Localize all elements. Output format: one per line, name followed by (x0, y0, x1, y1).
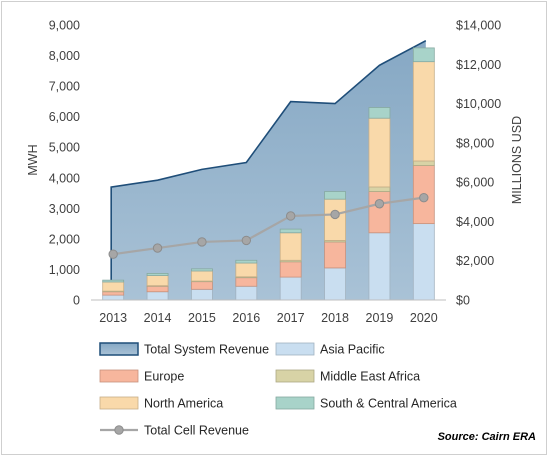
legend-swatch-south-and-central-america (275, 396, 315, 410)
y-right-tick-label: $2,000 (456, 254, 494, 268)
legend-label-asia-pacific: Asia Pacific (320, 343, 385, 357)
legend-swatch-europe (99, 369, 139, 383)
x-tick-label: 2018 (321, 311, 349, 325)
bar-north-america-2014 (146, 275, 169, 287)
y-right-tick-label: $14,000 (456, 19, 501, 33)
legend-swatch-total-system-revenue (99, 342, 139, 356)
legend-label-total-cell-revenue: Total Cell Revenue (144, 424, 249, 438)
bar-europe-2013 (102, 291, 125, 296)
bar-asia-pacific-2017 (279, 276, 302, 301)
bar-asia-pacific-2018 (324, 267, 346, 301)
legend-label-total-system-revenue: Total System Revenue (144, 343, 269, 357)
y-left-tick-label: 7,000 (49, 80, 80, 94)
point-total-cell-revenue-2015 (197, 237, 207, 247)
x-tick-label: 2020 (410, 311, 438, 325)
bar-europe-2018 (324, 241, 346, 269)
legend-label-south-and-central-america: South & Central America (320, 397, 457, 411)
bar-asia-pacific-2019 (368, 232, 391, 301)
y-right-tick-label: $0 (456, 294, 470, 308)
y-right-tick-label: $4,000 (456, 215, 494, 229)
bar-europe-2019 (368, 191, 391, 234)
bar-north-america-2018 (324, 198, 346, 241)
bar-europe-2016 (235, 277, 258, 287)
x-tick-label: 2014 (144, 311, 172, 325)
bar-asia-pacific-2016 (235, 285, 258, 301)
legend-marker-total-cell-revenue (114, 425, 124, 435)
y-left-tick-label: 0 (73, 294, 80, 308)
y-left-tick-label: 1,000 (49, 263, 80, 277)
legend-label-middle-east-africa: Middle East Africa (320, 370, 420, 384)
x-tick-label: 2019 (366, 311, 394, 325)
bar-south-and-central-america-2019 (368, 107, 391, 119)
y-left-tick-label: 9,000 (49, 19, 80, 33)
y-left-tick-label: 3,000 (49, 202, 80, 216)
y-left-tick-label: 8,000 (49, 49, 80, 63)
bar-south-and-central-america-2017 (279, 228, 302, 234)
bar-middle-east-africa-2020 (412, 160, 435, 166)
y-axis-left-title: MWH (26, 144, 40, 175)
y-left-tick-label: 2,000 (49, 232, 80, 246)
y-left-tick-label: 6,000 (49, 110, 80, 124)
legend-swatch-north-america (99, 396, 139, 410)
source-note: Source: Cairn ERA (438, 431, 536, 443)
y-axis-right-title: MILLIONS USD (510, 116, 524, 204)
point-total-cell-revenue-2017 (285, 211, 296, 221)
bar-north-america-2013 (102, 281, 125, 292)
bar-europe-2014 (146, 285, 169, 293)
bar-middle-east-africa-2019 (368, 186, 391, 192)
point-total-cell-revenue-2016 (241, 235, 252, 246)
area-total-system-revenue (111, 40, 426, 300)
y-right-tick-label: $10,000 (456, 97, 501, 111)
line-total-cell-revenue (113, 196, 424, 256)
point-total-cell-revenue-2019 (374, 199, 385, 209)
y-right-tick-label: $8,000 (456, 136, 494, 150)
area-outline-total-system-revenue (110, 40, 427, 300)
bar-asia-pacific-2020 (412, 223, 435, 301)
bar-asia-pacific-2015 (191, 288, 213, 301)
x-tick-label: 2017 (277, 311, 305, 325)
legend-label-europe: Europe (144, 370, 184, 384)
point-total-cell-revenue-2020 (419, 192, 429, 203)
bar-south-and-central-america-2020 (412, 47, 435, 63)
bar-asia-pacific-2014 (146, 291, 169, 301)
legend-swatch-middle-east-africa (275, 369, 315, 383)
legend-label-north-america: North America (144, 397, 223, 411)
bar-europe-2015 (191, 281, 213, 290)
y-left-tick-label: 5,000 (49, 141, 80, 155)
bar-south-and-central-america-2013 (102, 279, 125, 283)
point-total-cell-revenue-2018 (330, 209, 340, 220)
x-tick-label: 2013 (99, 311, 127, 325)
bar-south-and-central-america-2016 (235, 259, 258, 264)
bar-north-america-2017 (279, 232, 302, 261)
bar-north-america-2015 (191, 270, 213, 282)
x-tick-label: 2016 (232, 311, 260, 325)
point-total-cell-revenue-2014 (152, 243, 163, 253)
bar-north-america-2016 (235, 262, 258, 278)
x-tick-label: 2015 (188, 311, 216, 325)
legend-swatch-asia-pacific (275, 342, 315, 356)
bar-north-america-2020 (412, 61, 435, 162)
y-left-tick-label: 4,000 (49, 171, 80, 185)
bar-europe-2017 (279, 261, 302, 278)
y-right-tick-label: $12,000 (456, 58, 501, 72)
point-total-cell-revenue-2013 (108, 249, 118, 259)
y-right-tick-label: $6,000 (456, 176, 494, 190)
bar-south-and-central-america-2014 (146, 273, 169, 276)
bar-south-and-central-america-2018 (324, 191, 346, 200)
bar-north-america-2019 (368, 117, 391, 188)
bar-asia-pacific-2013 (102, 294, 125, 301)
bar-south-and-central-america-2015 (191, 268, 213, 272)
legend: Total System Revenue Asia Pacific Europe Mi… (99, 342, 457, 438)
